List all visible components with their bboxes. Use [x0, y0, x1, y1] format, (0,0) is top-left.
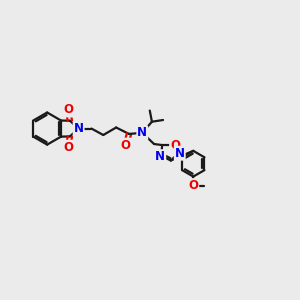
Text: O: O — [63, 103, 73, 116]
Text: O: O — [121, 139, 131, 152]
Text: N: N — [155, 150, 165, 163]
Text: O: O — [170, 139, 180, 152]
Text: O: O — [188, 179, 198, 192]
Text: N: N — [175, 147, 185, 160]
Text: O: O — [63, 141, 73, 154]
Text: N: N — [74, 122, 84, 135]
Text: N: N — [137, 126, 147, 140]
